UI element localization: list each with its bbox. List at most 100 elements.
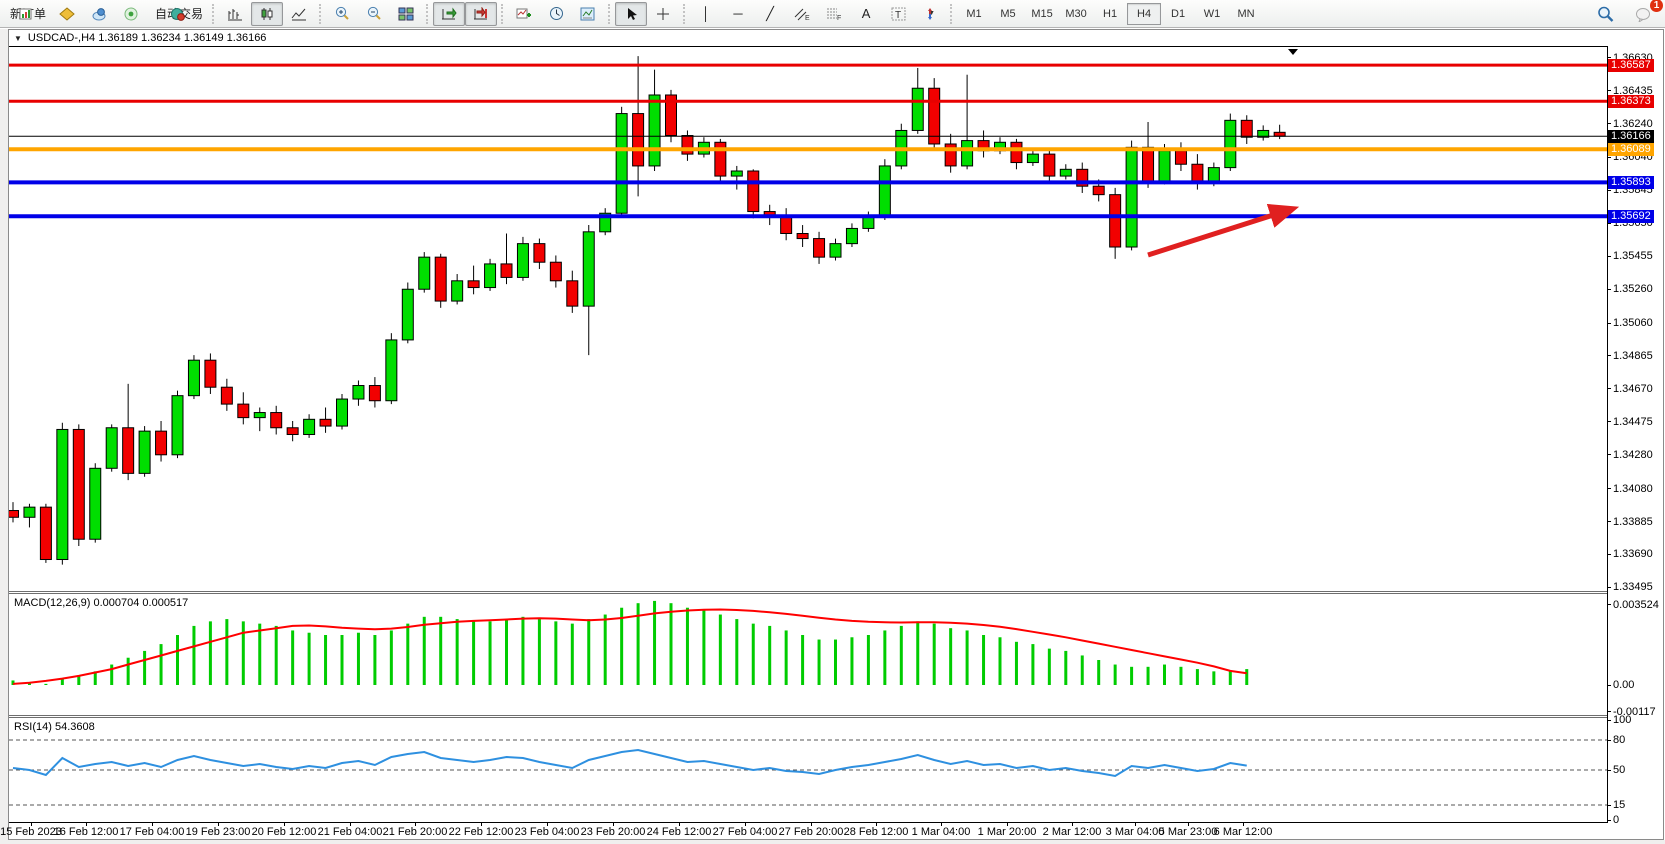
time-label: 1 Mar 20:00 bbox=[977, 826, 1037, 838]
price-tickmark bbox=[1607, 322, 1611, 324]
text-label-tool-button[interactable]: T bbox=[882, 2, 914, 26]
crosshair-button[interactable] bbox=[647, 2, 679, 26]
price-tickmark bbox=[1607, 421, 1611, 423]
macd-histogram-bar bbox=[324, 635, 328, 685]
candle-body bbox=[253, 412, 266, 419]
candle-body bbox=[39, 506, 52, 561]
text-tool-button[interactable]: A bbox=[850, 2, 882, 26]
timeframe-button-d1[interactable]: D1 bbox=[1171, 7, 1186, 20]
candle-body bbox=[1092, 185, 1105, 196]
time-tickmark bbox=[1135, 822, 1136, 826]
candle-body bbox=[204, 359, 217, 388]
timeframe-button-h1[interactable]: H1 bbox=[1103, 7, 1118, 20]
trendline-tool-button[interactable]: ╱ bbox=[754, 2, 786, 26]
templates-button[interactable]: ▼ bbox=[572, 2, 604, 26]
rsi-tick: 0 bbox=[1613, 814, 1620, 826]
time-label: 20 Feb 12:00 bbox=[251, 826, 317, 838]
new-order-button[interactable]: 新订单 bbox=[2, 2, 51, 26]
macd-tickmark bbox=[1607, 711, 1611, 713]
vertical-line-tool-button[interactable]: │ bbox=[690, 2, 722, 26]
macd-histogram-bar bbox=[389, 630, 393, 685]
arrows-tool-button[interactable]: ▼ bbox=[914, 2, 946, 26]
candle-body bbox=[911, 87, 924, 131]
periods-button[interactable]: ▼ bbox=[540, 2, 572, 26]
macd-panel-separator[interactable] bbox=[9, 591, 1607, 594]
candle-body bbox=[862, 216, 875, 229]
macd-histogram-bar bbox=[1212, 671, 1216, 685]
tile-windows-button[interactable] bbox=[390, 2, 422, 26]
indicators-button[interactable]: ▼ bbox=[508, 2, 540, 26]
timeframe-button-m30[interactable]: M30 bbox=[1065, 7, 1087, 20]
zoom-out-button[interactable] bbox=[358, 2, 390, 26]
macd-histogram-bar bbox=[159, 644, 163, 685]
timeframe-button-m1[interactable]: M1 bbox=[966, 7, 982, 20]
profiles-icon bbox=[59, 6, 75, 21]
market-watch-button[interactable] bbox=[83, 2, 115, 26]
rsi-tick: 15 bbox=[1613, 799, 1626, 811]
auto-scroll-button[interactable] bbox=[433, 1, 466, 26]
macd-histogram-bar bbox=[77, 675, 81, 685]
profiles-button[interactable] bbox=[51, 2, 83, 26]
chart-shift-icon bbox=[474, 6, 488, 19]
candle-body bbox=[1158, 150, 1171, 182]
separator bbox=[608, 3, 611, 24]
macd-panel[interactable] bbox=[9, 593, 1607, 715]
macd-histogram-bar bbox=[126, 657, 130, 685]
candle-body bbox=[878, 165, 891, 218]
timeframe-button-w1[interactable]: W1 bbox=[1203, 7, 1221, 20]
price-tick: 1.36435 bbox=[1613, 84, 1653, 97]
collapse-triangle-icon[interactable]: ▼ bbox=[14, 33, 22, 43]
notifications-button[interactable]: 1 bbox=[1627, 0, 1663, 26]
search-button[interactable] bbox=[1589, 2, 1621, 26]
macd-tick: 0.003524 bbox=[1613, 598, 1659, 611]
macd-histogram-bar bbox=[1228, 671, 1232, 685]
macd-histogram-bar bbox=[1080, 655, 1084, 685]
price-tickmark bbox=[1607, 454, 1611, 456]
vertical-line-icon: │ bbox=[701, 6, 711, 21]
fibonacci-tool-button[interactable]: F bbox=[818, 2, 850, 26]
candle-body bbox=[747, 170, 760, 213]
time-tickmark bbox=[152, 822, 153, 826]
price-tick: 1.35060 bbox=[1613, 317, 1653, 330]
price-tickmark bbox=[1607, 521, 1611, 522]
price-badge-blue: 1.35692 bbox=[1608, 209, 1654, 223]
price-axis-line bbox=[1607, 46, 1608, 822]
signals-icon bbox=[124, 7, 138, 20]
time-tickmark bbox=[218, 822, 219, 826]
line-chart-button[interactable] bbox=[283, 2, 315, 26]
price-tickmark bbox=[1607, 553, 1611, 555]
macd-histogram-bar bbox=[603, 614, 607, 685]
cursor-button[interactable] bbox=[615, 1, 648, 26]
trendline-icon: ╱ bbox=[766, 6, 774, 21]
time-tickmark bbox=[415, 822, 416, 826]
main-price-chart[interactable] bbox=[9, 46, 1607, 592]
timeframe-button-m5[interactable]: M5 bbox=[1000, 7, 1016, 20]
candle-body bbox=[451, 280, 464, 302]
signals-button[interactable] bbox=[115, 2, 147, 26]
rsi-panel-separator[interactable] bbox=[9, 715, 1607, 718]
chart-shift-button[interactable] bbox=[465, 1, 498, 26]
price-tickmark bbox=[1607, 288, 1611, 290]
svg-text:T: T bbox=[895, 10, 901, 21]
macd-histogram-bar bbox=[307, 632, 311, 685]
timeframe-button-m15[interactable]: M15 bbox=[1031, 7, 1053, 20]
macd-histogram-bar bbox=[570, 623, 574, 685]
candlestick-chart-button[interactable] bbox=[251, 1, 284, 26]
candle-body bbox=[9, 510, 19, 518]
bar-chart-button[interactable] bbox=[219, 2, 251, 26]
equidistant-channel-tool-button[interactable]: E bbox=[786, 2, 818, 26]
macd-histogram-bar bbox=[356, 632, 360, 685]
rsi-panel[interactable] bbox=[9, 718, 1607, 822]
rsi-tickmark bbox=[1607, 804, 1611, 806]
macd-histogram-bar bbox=[554, 621, 558, 685]
time-tickmark bbox=[679, 822, 680, 826]
timeframe-button-mn[interactable]: MN bbox=[1237, 7, 1255, 20]
zoom-in-button[interactable] bbox=[326, 2, 358, 26]
macd-histogram-bar bbox=[291, 630, 295, 685]
horizontal-line-tool-button[interactable]: ─ bbox=[722, 2, 754, 26]
timeframe-button-h4[interactable]: H4 bbox=[1127, 2, 1162, 25]
candle-body bbox=[1043, 153, 1056, 177]
macd-histogram-bar bbox=[1113, 664, 1117, 685]
auto-trading-button[interactable]: 自动交易 bbox=[147, 2, 208, 26]
macd-histogram-bar bbox=[143, 650, 147, 685]
